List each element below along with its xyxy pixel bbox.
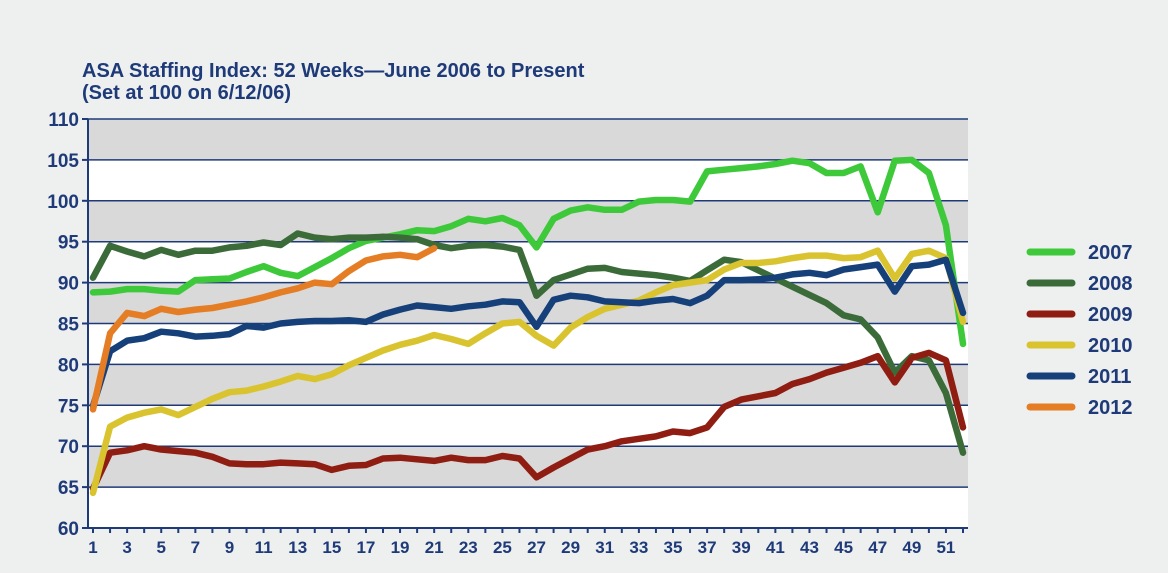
x-tick-label: 35 [664,538,683,557]
legend-label: 2011 [1088,366,1131,388]
y-tick-label: 75 [58,396,80,417]
x-tick-label: 13 [288,538,307,557]
x-tick-label: 47 [868,538,887,557]
x-tick-label: 45 [834,538,853,557]
series-line-2008 [89,230,967,456]
x-tick-label: 51 [936,538,955,557]
y-tick-label: 85 [58,315,80,336]
x-tick-label: 9 [225,538,234,557]
y-tick-label: 65 [58,478,80,499]
y-tick-label: 95 [58,233,80,254]
x-tick-label: 49 [902,538,921,557]
x-tick-label: 37 [698,538,717,557]
legend-label: 2007 [1088,242,1133,264]
x-tick-label: 25 [493,538,512,557]
x-tick-label: 19 [391,538,410,557]
x-tick-label: 7 [191,538,200,557]
x-tick-label: 21 [425,538,444,557]
x-tick-label: 1 [88,538,97,557]
y-tick-label: 90 [58,274,79,295]
series-line-2009 [89,349,967,492]
series-line-2011 [89,256,967,410]
x-tick-label: 41 [766,538,785,557]
x-tick-label: 27 [527,538,546,557]
chart-title-block: ASA Staffing Index: 52 Weeks—June 2006 t… [82,60,584,104]
y-tick-label: 110 [48,110,79,131]
series-line-2007 [89,156,967,348]
y-tick-label: 70 [58,437,79,458]
x-tick-label: 11 [255,538,273,557]
legend-label: 2012 [1088,397,1133,419]
y-tick-label: 100 [47,192,79,213]
chart-subtitle: (Set at 100 on 6/12/06) [82,82,291,104]
legend-label: 2008 [1088,273,1133,295]
y-tick-label: 60 [58,519,79,540]
x-tick-label: 3 [122,538,131,557]
grid-band [88,119,968,160]
x-tick-label: 17 [356,538,375,557]
x-tick-label: 31 [595,538,614,557]
series-line-2012 [89,244,438,413]
x-tick-label: 5 [157,538,166,557]
x-tick-label: 43 [800,538,819,557]
chart-title: ASA Staffing Index: 52 Weeks—June 2006 t… [82,60,585,82]
x-tick-label: 23 [459,538,478,557]
y-tick-label: 80 [58,355,79,376]
legend-label: 2010 [1088,335,1133,357]
x-tick-label: 29 [561,538,580,557]
x-tick-label: 39 [732,538,751,557]
series-line-2010 [89,247,967,497]
y-tick-label: 105 [47,151,79,172]
x-tick-label: 33 [629,538,648,557]
legend-label: 2009 [1088,304,1133,326]
x-tick-label: 15 [322,538,341,557]
